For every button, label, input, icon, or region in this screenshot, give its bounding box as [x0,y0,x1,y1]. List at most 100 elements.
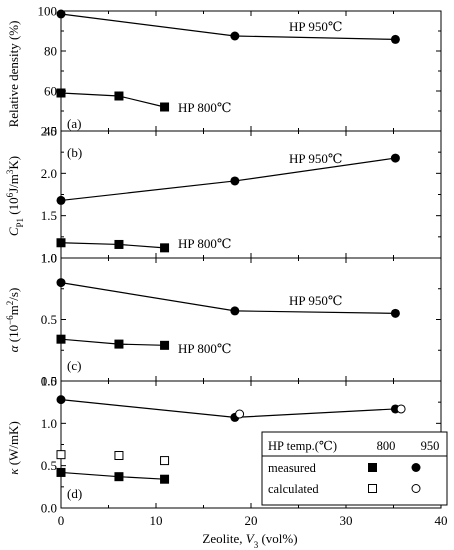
data-point-circle [390,153,400,163]
ytick-label: 1.0 [41,416,57,431]
ylabel-d: κ (W/mK) [6,421,21,475]
ylabel-c-rest: (10 [6,325,21,346]
xtick-label: 10 [150,513,163,528]
xlabel-main: Zeolite, [202,531,245,546]
ylabel-c-end: m [6,305,21,315]
data-point-circle [56,195,66,205]
data-point-square [56,467,66,477]
xlabel-var: V [246,531,256,546]
ylabel-c: α (10−6m2/s) [5,288,21,353]
ylabel-d-symbol: κ [6,468,21,475]
data-point-circle [390,308,400,318]
panel-frame-3 [60,257,442,382]
ytick-label: 100 [38,4,58,19]
legend-col-800: 800 [377,439,396,453]
xlabel-sub: 3 [254,540,259,550]
ylabel-b-sup2: 3 [5,169,15,174]
ylabel-b-rest: (10 [6,197,21,218]
ylabel-b-sub: P1 [15,218,25,228]
data-point-square [56,238,66,248]
ylabel-b-end: J/m [6,174,21,193]
legend-header: HP temp.(℃) [268,439,337,453]
ytick-label: 2.5 [41,124,57,139]
annotation-b-800: HP 800℃ [178,236,231,251]
data-point-open-circle [235,409,245,419]
data-point-square [160,340,170,350]
annotation-c-950: HP 950℃ [289,293,342,308]
data-point-square [56,334,66,344]
data-point-square [114,472,124,482]
legend-marker-measured-950 [411,463,421,472]
ytick-label: 60 [44,84,57,99]
ytick-label: 1.0 [41,251,57,266]
series-line-p2-s1 [60,242,165,249]
data-point-square [160,102,170,112]
data-point-open-square [114,451,124,461]
ylabel-c-tail: /s) [6,288,21,301]
ylabel-b-symbol: C [6,227,21,236]
annotation-c-800: HP 800℃ [178,341,231,356]
xtick-label: 0 [58,513,65,528]
panel-label-b: (b) [67,145,82,160]
data-point-square [56,88,66,98]
panel-label-c: (c) [67,358,81,373]
series-line-p4-s1 [60,471,165,480]
data-point-open-square [56,450,66,460]
data-point-circle [390,34,400,44]
data-point-open-circle [396,404,406,414]
data-point-circle [56,278,66,288]
data-point-square [160,474,170,484]
ylabel-d-rest: (W/mK) [6,421,21,468]
legend-marker-calculated-950 [411,484,421,493]
legend-marker-measured-800 [368,463,377,472]
series-line-p2-s0 [60,157,396,202]
panel-label-d: (d) [67,486,82,501]
plot-content [56,9,406,484]
legend-marker-calculated-800 [368,484,377,493]
ytick-label: 1.5 [41,208,57,223]
data-point-square [114,339,124,349]
series-line-p1-s1 [60,92,165,108]
series-line-p4-s0 [60,399,396,419]
data-point-square [114,91,124,101]
ytick-label: 0.5 [41,458,57,473]
xtick-label: 30 [340,513,353,528]
xtick-label: 40 [435,513,448,528]
ylabel-b-tail: K) [6,156,21,170]
ytick-label: 40 [44,124,57,139]
ytick-label: 0.0 [41,374,57,389]
ytick-label: 80 [44,44,57,59]
data-point-circle [230,31,240,41]
xlabel-tail: (vol%) [258,531,297,546]
series-line-p3-s0 [60,282,396,314]
ylabel-b: CP1 (106J/m3K) [5,156,25,236]
ytick-label: 1.5 [41,374,57,389]
data-point-circle [230,176,240,186]
panel-frames: 4060801001.01.52.02.50.00.51.00.00.51.01… [38,4,448,529]
ytick-label: 2.0 [41,166,57,181]
data-point-square [160,243,170,253]
data-point-square [114,239,124,249]
annotation-a-800: HP 800℃ [178,100,231,115]
legend-row-calculated: calculated [268,482,319,496]
annotation-b-950: HP 950℃ [289,151,342,166]
ylabel-c-sup: −6 [5,315,15,325]
data-point-open-square [160,456,170,466]
data-point-circle [230,306,240,316]
panel-frame-1 [60,10,442,132]
ylabel-c-sup2: 2 [5,301,15,306]
xtick-label: 20 [245,513,258,528]
series-line-p1-s0 [60,13,396,40]
ylabel-a: Relative density (%) [6,21,21,128]
data-point-circle [56,395,66,405]
panel-label-a: (a) [67,116,81,131]
series-line-p3-s1 [60,338,165,346]
legend: HP temp.(℃) 800 950 measured calculated [261,431,448,506]
legend-col-950: 950 [421,439,440,453]
legend-row-measured: measured [268,461,317,475]
xlabel: Zeolite, V3 (vol%) [202,531,297,550]
ytick-label: 1.0 [41,251,57,266]
ylabel-c-symbol: α [6,344,21,352]
ytick-label: 0.5 [41,312,57,327]
